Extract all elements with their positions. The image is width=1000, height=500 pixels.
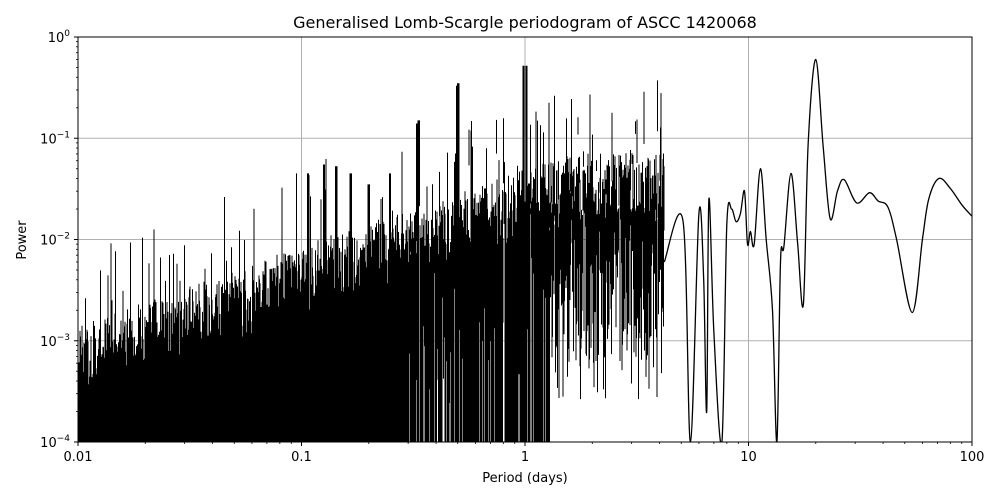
y-tick-label: 10−1 bbox=[40, 130, 70, 147]
periodogram-noise-forest bbox=[78, 65, 665, 442]
y-tick-label: 10−4 bbox=[40, 434, 70, 451]
y-tick-label: 100 bbox=[48, 29, 71, 46]
y-tick-label: 10−2 bbox=[40, 232, 70, 249]
periodogram-line bbox=[663, 58, 972, 442]
y-axis: 10−4 10−3 10−2 10−1 100 bbox=[40, 29, 78, 451]
chart-title: Generalised Lomb-Scargle periodogram of … bbox=[293, 13, 757, 32]
x-tick-label: 0.01 bbox=[64, 450, 93, 465]
x-axis: 0.01 0.1 1 10 100 bbox=[64, 442, 985, 465]
x-axis-label: Period (days) bbox=[482, 471, 568, 486]
x-tick-label: 1 bbox=[521, 450, 529, 465]
x-tick-label: 0.1 bbox=[291, 450, 312, 465]
y-tick-label: 10−3 bbox=[40, 333, 70, 350]
y-axis-label: Power bbox=[15, 220, 30, 260]
x-tick-label: 100 bbox=[960, 450, 985, 465]
x-tick-label: 10 bbox=[740, 450, 757, 465]
